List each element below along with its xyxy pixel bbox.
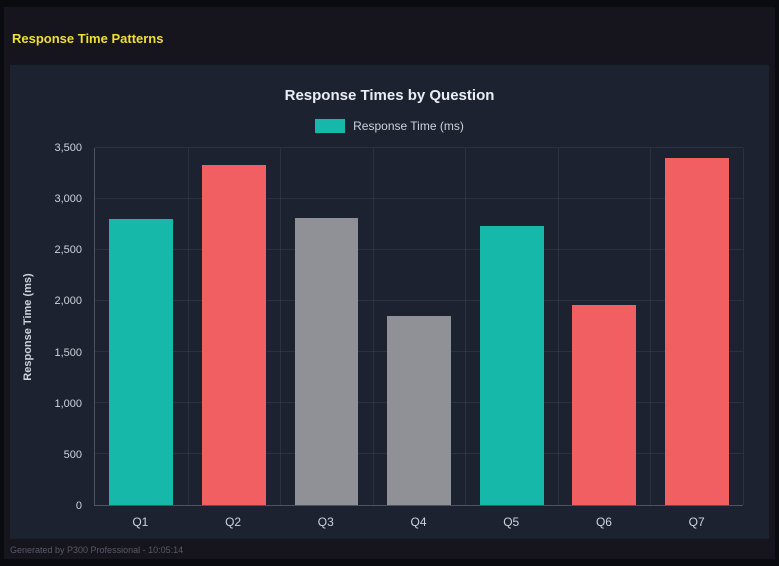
x-tick-label: Q6 (595, 515, 612, 529)
bar-q3[interactable] (294, 218, 359, 505)
bar-cell (650, 148, 743, 505)
bar-cell (188, 148, 281, 505)
h-gridline (95, 249, 743, 250)
bar-q7[interactable] (664, 158, 729, 505)
bar-cell (465, 148, 558, 505)
y-axis-ticks: 0 500 1,000 1,500 2,000 2,500 3,000 3,500 (46, 142, 88, 512)
y-tick-label: 1,000 (54, 397, 82, 410)
plot-area (94, 147, 744, 506)
h-gridline (95, 300, 743, 301)
page-title: Response Time Patterns (12, 31, 164, 46)
legend-label: Response Time (ms) (353, 119, 464, 133)
v-gridline (372, 148, 374, 505)
y-tick-label: 1,500 (54, 346, 82, 359)
bar-cell (558, 148, 651, 505)
bar-cell (280, 148, 373, 505)
bar-q5[interactable] (479, 225, 544, 505)
x-tick-label: Q1 (132, 515, 149, 529)
chart-body: Response Time (ms) 0 500 1,000 1,500 2,000 2,… (10, 142, 769, 529)
chart-title: Response Times by Question (284, 87, 495, 104)
y-tick-label: 500 (63, 448, 82, 461)
h-gridline (95, 147, 743, 148)
bar-cell (95, 148, 188, 505)
bars-row (95, 148, 743, 505)
bar-q4[interactable] (387, 316, 451, 505)
bar-cell (373, 148, 466, 505)
v-gridline (650, 148, 652, 505)
bar-q1[interactable] (109, 219, 174, 505)
x-tick-label: Q2 (225, 515, 242, 529)
bar-q6[interactable] (572, 305, 637, 505)
footer-note: Generated by P300 Professional - 10:05:1… (10, 545, 184, 555)
v-gridline (280, 148, 282, 505)
x-tick-label: Q3 (317, 515, 334, 529)
h-gridline (95, 198, 743, 199)
v-gridline (557, 148, 559, 505)
y-tick-label: 0 (75, 500, 82, 512)
v-gridline (743, 148, 744, 505)
v-gridline (465, 148, 467, 505)
chart-legend[interactable]: Response Time (ms) (10, 119, 769, 133)
chart-panel: Response Times by Question Response Time… (10, 65, 769, 539)
v-gridline (187, 148, 189, 505)
x-tick-label: Q5 (503, 515, 520, 529)
y-tick-label: 3,000 (54, 193, 82, 206)
app-window: Response Time Patterns Response Times by… (4, 7, 775, 559)
x-tick-label: Q4 (410, 515, 427, 529)
y-axis-title: Response Time (ms) (22, 273, 34, 381)
y-tick-label: 2,000 (54, 295, 82, 308)
y-tick-label: 2,500 (54, 244, 82, 257)
x-tick-label: Q7 (688, 515, 705, 529)
bar-q2[interactable] (201, 165, 266, 505)
legend-swatch-icon (315, 119, 346, 133)
x-axis-labels: Q1 Q2 Q3 Q4 Q5 Q6 Q7 (94, 515, 743, 529)
y-tick-label: 3,500 (54, 142, 82, 154)
